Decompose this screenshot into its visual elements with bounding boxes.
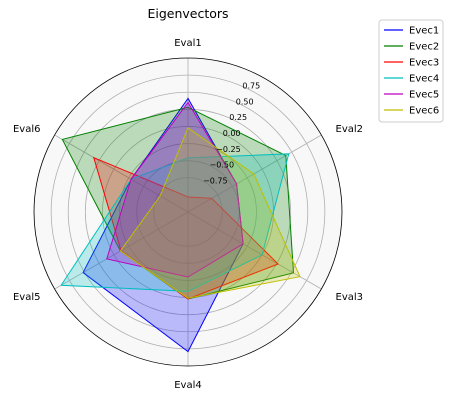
radial-tick-label: 0.75 <box>242 82 260 91</box>
radial-tick-label: −0.75 <box>203 176 228 185</box>
angular-gridline <box>54 134 189 213</box>
legend: Evec1 Evec2 Evec3 Evec4 Evec5 Evec6 <box>378 19 444 123</box>
legend-label: Evec2 <box>409 42 439 53</box>
legend-label: Evec4 <box>409 74 439 85</box>
angular-gridline <box>187 211 322 290</box>
radial-tick-label: 0.00 <box>223 129 241 138</box>
axis-label-eval3: Eval3 <box>336 292 364 303</box>
series-evec6 <box>119 127 301 299</box>
legend-label: Evec3 <box>409 58 439 69</box>
axis-label-eval2: Eval2 <box>336 124 364 135</box>
radial-tick-label: 0.50 <box>236 97 254 106</box>
radar-plot-area: −0.75 −0.50 −0.25 0.00 0.25 0.50 0.75 Eval1 Eval… <box>13 38 363 391</box>
axis-label-eval6: Eval6 <box>13 124 41 135</box>
chart-title: Eigenvectors <box>147 6 228 21</box>
axis-label-eval1: Eval1 <box>174 38 202 49</box>
series-evec5 <box>106 101 244 278</box>
series-evec3 <box>92 156 280 300</box>
legend-label: Evec6 <box>409 106 439 117</box>
axis-label-eval4: Eval4 <box>174 380 202 391</box>
legend-label: Evec1 <box>409 26 439 37</box>
radial-tick-label: −0.25 <box>216 145 241 154</box>
angular-gridline <box>187 134 322 213</box>
outer-frame <box>33 57 343 367</box>
axis-label-eval5: Eval5 <box>13 292 41 303</box>
radial-tick-label: −0.50 <box>210 161 235 170</box>
radial-tick-label: 0.25 <box>229 113 247 122</box>
legend-label: Evec5 <box>409 90 439 101</box>
